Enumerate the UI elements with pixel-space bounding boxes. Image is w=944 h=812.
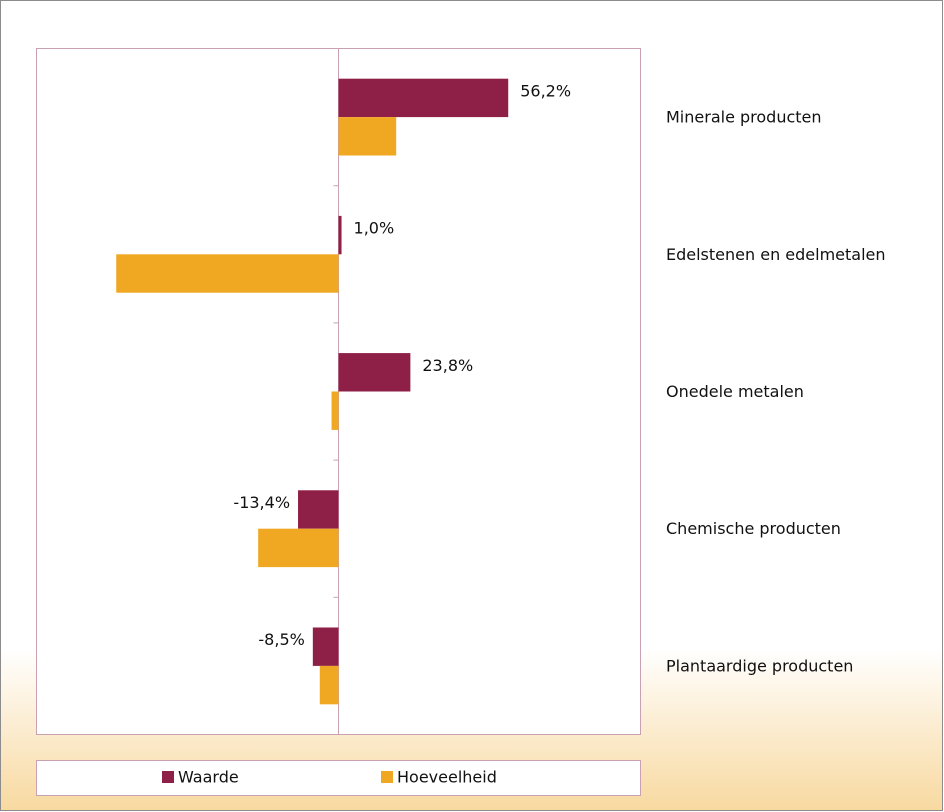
category-label: Chemische producten xyxy=(666,519,841,538)
bar xyxy=(331,391,339,430)
bar xyxy=(319,665,339,705)
data-label: -13,4% xyxy=(233,493,290,512)
data-label: -8,5% xyxy=(258,630,304,649)
bar xyxy=(338,215,342,255)
legend-label: Waarde xyxy=(178,768,239,787)
legend-box xyxy=(36,760,641,796)
category-label: Plantaardige producten xyxy=(666,656,853,675)
category-label: Edelstenen en edelmetalen xyxy=(666,245,886,264)
bar xyxy=(258,528,339,568)
bar xyxy=(312,627,339,666)
data-label: 56,2% xyxy=(520,81,571,100)
category-label: Minerale producten xyxy=(666,108,822,127)
bar xyxy=(338,117,397,156)
legend-swatch xyxy=(162,771,174,783)
data-label: 1,0% xyxy=(354,219,395,238)
bar xyxy=(298,490,339,529)
legend-swatch xyxy=(381,771,393,783)
data-label: 23,8% xyxy=(422,356,473,375)
category-label: Onedele metalen xyxy=(666,382,804,401)
bar xyxy=(338,353,411,392)
legend-label: Hoeveelheid xyxy=(397,768,497,787)
bar xyxy=(338,78,509,118)
bar xyxy=(116,254,339,293)
